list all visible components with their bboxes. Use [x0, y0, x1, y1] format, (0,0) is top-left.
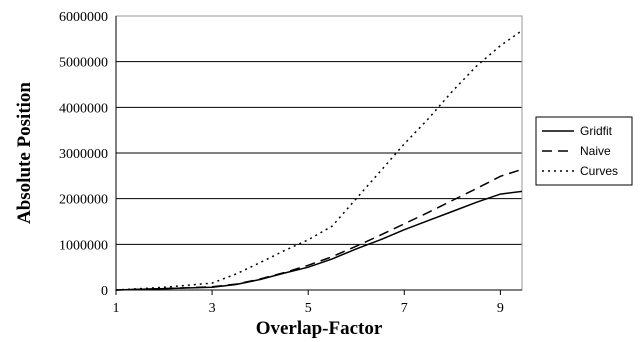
series-line-curves — [115, 29, 523, 291]
legend-label: Gridfit — [580, 124, 613, 138]
series-line-naive — [115, 168, 523, 291]
axes — [115, 16, 522, 295]
y-axis-title: Absolute Position — [14, 82, 35, 224]
y-tick-label: 2000000 — [59, 193, 108, 208]
legend-label: Naive — [580, 144, 611, 158]
y-tick-label: 0 — [101, 284, 108, 299]
y-tick-label: 6000000 — [59, 10, 108, 25]
legend-label: Curves — [580, 164, 618, 178]
series-lines — [115, 29, 523, 291]
x-tick-label: 3 — [209, 301, 216, 316]
y-tick-labels: 0 1000000 2000000 3000000 4000000 5000000 6000… — [59, 10, 108, 299]
y-tick-label: 5000000 — [59, 56, 108, 71]
legend: Gridfit Naive Curves — [535, 116, 633, 186]
x-tick-label: 5 — [305, 301, 312, 316]
y-tick-label: 3000000 — [59, 147, 108, 162]
x-tick-label: 7 — [401, 301, 408, 316]
y-tick-label: 4000000 — [59, 101, 108, 116]
gridlines — [116, 15, 522, 245]
x-tick-label: 9 — [497, 301, 504, 316]
series-line-gridfit — [115, 190, 523, 291]
y-tick-label: 1000000 — [59, 238, 108, 253]
x-axis-title: Overlap-Factor — [256, 318, 383, 339]
x-tick-label: 1 — [113, 301, 120, 316]
x-tick-labels: 1 3 5 7 9 — [113, 301, 504, 316]
